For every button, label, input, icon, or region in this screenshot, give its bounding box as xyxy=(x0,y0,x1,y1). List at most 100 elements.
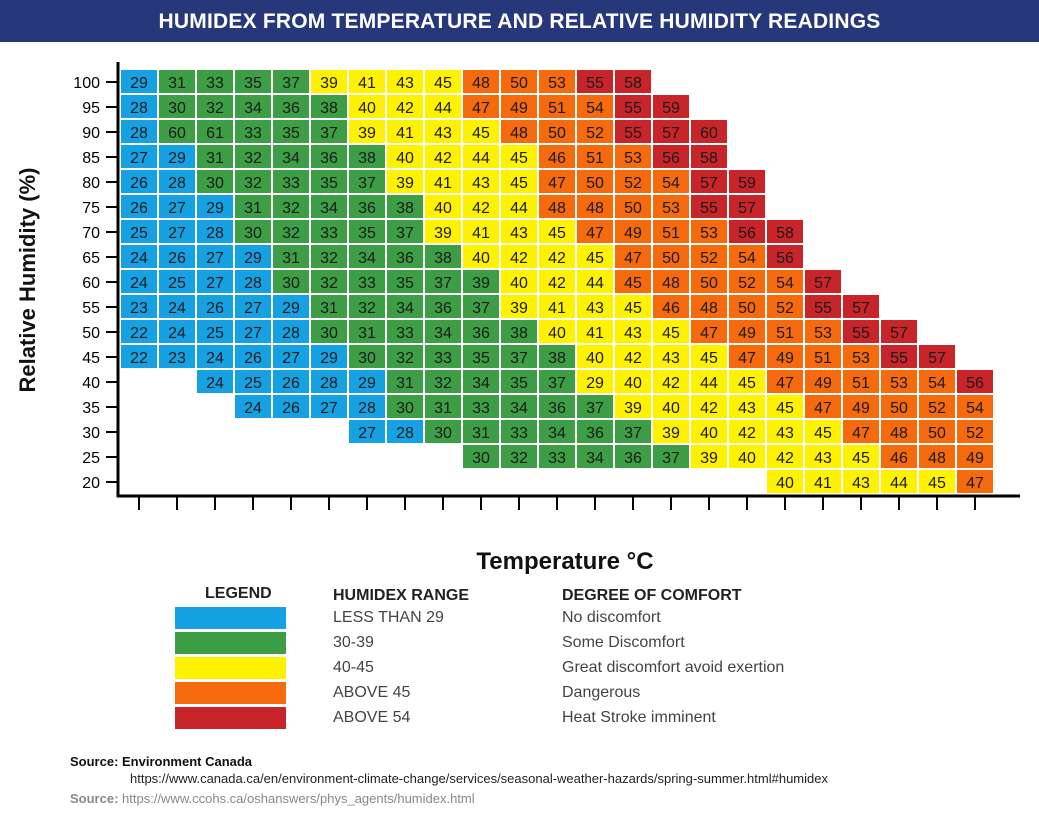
cell-value: 46 xyxy=(890,450,908,467)
heatmap-cell xyxy=(235,70,271,93)
cell-value: 58 xyxy=(700,150,718,167)
cell-value: 50 xyxy=(548,125,566,142)
cell-value: 40 xyxy=(624,375,642,392)
heatmap-cell xyxy=(235,195,271,218)
heatmap-cell xyxy=(729,395,765,418)
heatmap-cell xyxy=(843,395,879,418)
cell-value: 33 xyxy=(206,75,224,92)
cell-value: 31 xyxy=(244,200,262,217)
cell-value: 53 xyxy=(624,150,642,167)
heatmap-cell xyxy=(615,95,651,118)
cell-value: 35 xyxy=(320,175,338,192)
heatmap-cell xyxy=(501,195,537,218)
cell-value: 37 xyxy=(586,400,604,417)
cell-value: 39 xyxy=(434,225,452,242)
cell-value: 23 xyxy=(130,300,148,317)
heatmap-cell xyxy=(349,170,385,193)
cell-value: 32 xyxy=(358,300,376,317)
heatmap-cell xyxy=(273,95,309,118)
heatmap-cell xyxy=(311,220,347,243)
cell-value: 54 xyxy=(662,175,680,192)
cell-value: 47 xyxy=(852,425,870,442)
source-1: Source: Environment Canada xyxy=(70,754,253,769)
heatmap-cell xyxy=(577,220,613,243)
heatmap-cell xyxy=(653,145,689,168)
heatmap-cell xyxy=(919,370,955,393)
heatmap-cell xyxy=(691,195,727,218)
cell-value: 26 xyxy=(282,400,300,417)
heatmap-cell xyxy=(197,370,233,393)
cell-value: 27 xyxy=(206,275,224,292)
heatmap-cell xyxy=(121,95,157,118)
heatmap-cell xyxy=(159,345,195,368)
heatmap-cell xyxy=(425,220,461,243)
cell-value: 45 xyxy=(662,325,680,342)
heatmap-cell xyxy=(767,345,803,368)
source-2: Source: https://www.ccohs.ca/oshanswers/… xyxy=(70,791,475,806)
heatmap-cell xyxy=(273,370,309,393)
heatmap-cell xyxy=(387,270,423,293)
legend-comfort: Some Discomfort xyxy=(562,634,685,651)
cell-value: 32 xyxy=(282,200,300,217)
cell-value: 38 xyxy=(358,150,376,167)
heatmap-cell xyxy=(235,395,271,418)
cell-value: 32 xyxy=(320,250,338,267)
heatmap-cell xyxy=(691,170,727,193)
heatmap-cell xyxy=(387,395,423,418)
cell-value: 54 xyxy=(586,100,604,117)
heatmap-cell xyxy=(615,220,651,243)
cell-value: 35 xyxy=(396,275,414,292)
heatmap-cell xyxy=(501,270,537,293)
cell-value: 57 xyxy=(928,350,946,367)
cell-value: 43 xyxy=(586,300,604,317)
cell-value: 38 xyxy=(510,325,528,342)
cell-value: 33 xyxy=(320,225,338,242)
heatmap-cell xyxy=(653,320,689,343)
heatmap-cell xyxy=(197,145,233,168)
cell-value: 42 xyxy=(776,450,794,467)
heatmap-cell xyxy=(577,145,613,168)
cell-value: 37 xyxy=(472,300,490,317)
heatmap-cell xyxy=(729,345,765,368)
cell-value: 28 xyxy=(168,175,186,192)
cell-value: 55 xyxy=(852,325,870,342)
cell-value: 40 xyxy=(510,275,528,292)
cell-value: 50 xyxy=(586,175,604,192)
heatmap-cell xyxy=(197,270,233,293)
cell-value: 51 xyxy=(548,100,566,117)
cell-value: 29 xyxy=(206,200,224,217)
cell-value: 54 xyxy=(776,275,794,292)
y-tick-label: 40 xyxy=(82,375,100,392)
heatmap-cell xyxy=(387,320,423,343)
cell-value: 27 xyxy=(168,225,186,242)
cell-value: 47 xyxy=(700,325,718,342)
heatmap-cell xyxy=(159,70,195,93)
cell-value: 50 xyxy=(624,200,642,217)
cell-value: 34 xyxy=(320,200,338,217)
heatmap-cell xyxy=(919,445,955,468)
cell-value: 49 xyxy=(510,100,528,117)
heatmap-cell xyxy=(919,395,955,418)
heatmap-cell xyxy=(501,320,537,343)
cell-value: 40 xyxy=(396,150,414,167)
heatmap-cell xyxy=(121,70,157,93)
heatmap-cell xyxy=(387,170,423,193)
y-tick-label: 45 xyxy=(82,350,100,367)
cell-value: 60 xyxy=(700,125,718,142)
cell-value: 33 xyxy=(396,325,414,342)
heatmap-cell xyxy=(729,445,765,468)
heatmap-cell xyxy=(387,120,423,143)
heatmap-cell xyxy=(235,345,271,368)
heatmap-cell xyxy=(463,420,499,443)
cell-value: 49 xyxy=(624,225,642,242)
heatmap-cell xyxy=(197,220,233,243)
heatmap-cell xyxy=(235,120,271,143)
heatmap-cell xyxy=(577,445,613,468)
cell-value: 55 xyxy=(814,300,832,317)
cell-value: 40 xyxy=(776,475,794,492)
heatmap-cell xyxy=(729,245,765,268)
heatmap-cell xyxy=(653,345,689,368)
cell-value: 40 xyxy=(662,400,680,417)
heatmap-cell xyxy=(957,420,993,443)
cell-value: 34 xyxy=(282,150,300,167)
